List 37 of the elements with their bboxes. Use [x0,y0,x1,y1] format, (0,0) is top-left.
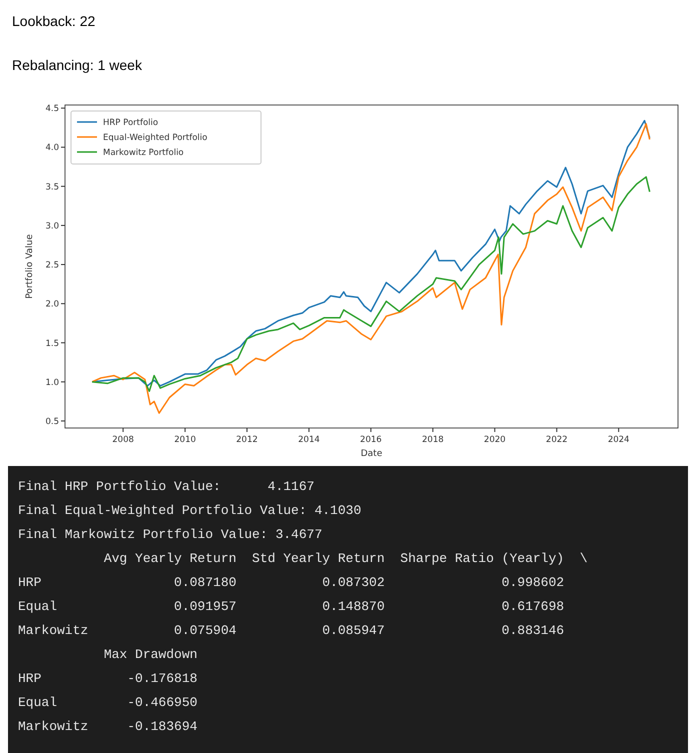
text: Markowitz 0.075904 0.085947 0.883146 [18,623,564,638]
legend-label: Markowitz Portfolio [103,148,184,158]
x-axis-title: Date [360,449,383,459]
y-tick-label: 4.5 [45,104,59,114]
y-tick-label: 1.0 [45,378,59,388]
text: HRP -0.176818 [18,671,198,686]
text: Rebalancing: 1 week [12,57,143,73]
y-tick-label: 0.5 [45,416,59,427]
y-tick-label: 4.0 [45,143,59,154]
x-tick-label: 2014 [298,435,320,445]
x-tick-label: 2018 [422,435,444,445]
text: HRP 0.087180 0.087302 0.998602 [18,575,564,590]
line-series [91,176,650,392]
x-tick-label: 2024 [608,435,630,445]
x-tick-label: 2020 [484,435,506,445]
x-tick-label: 2022 [546,435,568,445]
x-tick-label: 2016 [360,435,382,445]
text: Final HRP Portfolio Value: 4.1167 [18,479,314,494]
text: Max Drawdown [18,647,198,662]
y-tick-label: 1.5 [45,338,59,349]
x-tick-label: 2008 [112,435,134,445]
text: Final Markowitz Portfolio Value: 3.4677 [18,527,322,542]
y-axis-title: Portfolio Value [25,234,35,299]
y-tick-label: 2.5 [45,260,59,271]
x-tick-label: 2012 [236,435,258,445]
text: Avg Yearly Return Std Yearly Return Sharpe Ratio (Yearly) \ [18,551,588,566]
y-tick-label: 3.5 [45,182,59,192]
y-tick-label: 3.0 [45,221,59,232]
text: Markowitz -0.183694 [18,719,198,734]
text: Final Equal-Weighted Portfolio Value: 4.1030 [18,503,362,518]
text: Lookback: 22 [12,13,96,29]
x-tick-label: 2010 [174,435,196,445]
text: Equal 0.091957 0.148870 0.617698 [18,599,564,614]
legend-label: Equal-Weighted Portfolio [103,133,208,143]
y-tick-label: 2.0 [45,300,59,310]
text: Equal -0.466950 [18,695,198,710]
legend-label: HRP Portfolio [103,118,158,128]
